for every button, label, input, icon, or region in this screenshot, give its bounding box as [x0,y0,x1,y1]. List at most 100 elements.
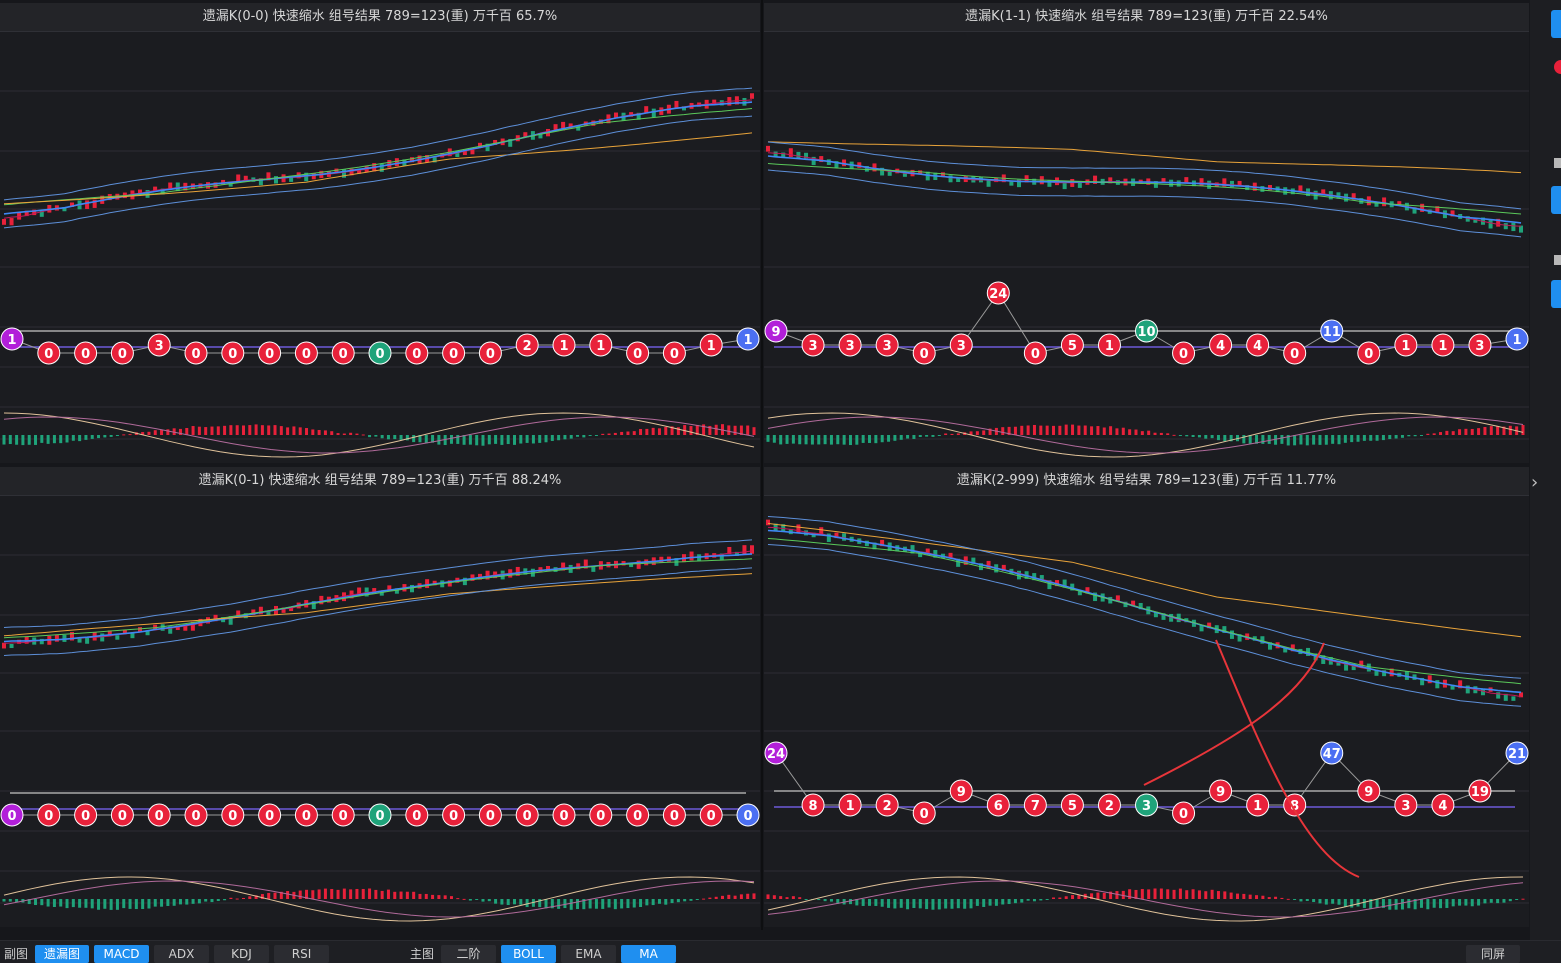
candle [1321,655,1326,664]
macd-bar [210,899,214,903]
candle [1024,175,1029,183]
candle [1062,579,1067,588]
side-tab[interactable] [1551,280,1561,308]
macd-bar [273,892,277,899]
macd-bar [887,899,891,908]
node-circle [764,741,788,765]
macd-bar [97,899,101,910]
chart-panel-1-1[interactable]: 遗漏K(1-1) 快速缩水 组号结果 789=123(重) 万千百 22.54%… [764,3,1529,463]
chart-panel-2-999[interactable]: 遗漏K(2-999) 快速缩水 组号结果 789=123(重) 万千百 11.7… [764,467,1529,927]
candle [455,150,460,158]
macd-bar [424,435,428,444]
same-screen-button[interactable]: 同屏 [1466,945,1520,963]
chart-canvas[interactable]: 1 0 0 0 3 0 0 0 0 0 0 0 0 0 2 1 1 0 0 1 1 [0,31,760,463]
macd-bar [1197,890,1201,899]
candle [1077,591,1082,596]
omission-node: 3 [1135,793,1158,817]
macd-bar [1261,895,1265,899]
macd-button[interactable]: MACD [94,945,149,963]
macd-bar [1166,889,1170,899]
panel-divider[interactable] [761,0,763,930]
ma-line [3,108,753,206]
alert-dot[interactable] [1554,60,1561,74]
second-order-button[interactable]: 二阶 [441,945,496,963]
ma-line [767,522,1522,638]
macd-bar [626,431,630,435]
candle [1138,602,1143,610]
macd-bar [71,899,75,908]
macd-bar [1058,425,1062,435]
macd-dea [3,416,755,454]
macd-bar [874,899,878,906]
macd-bar [519,435,523,444]
macd-bar [1394,435,1398,439]
omission-node: 9 [949,779,973,803]
macd-bar [241,425,245,435]
side-tab[interactable] [1551,10,1561,38]
macd-bar [437,435,441,445]
chart-canvas[interactable]: 0 0 0 0 0 0 0 0 0 0 0 0 0 0 0 0 0 0 0 0 0 [0,495,760,927]
candle [243,175,248,181]
candle [1260,186,1265,192]
ma-button[interactable]: MA [621,945,676,963]
rsi-button[interactable]: RSI [274,945,329,963]
macd-bar [21,435,25,446]
candle [183,624,188,631]
macd-bar [601,899,605,909]
node-label: 0 [633,347,642,362]
candle [1519,225,1523,233]
candle [311,173,316,180]
candle [910,545,915,554]
side-tab[interactable] [1551,186,1561,214]
boll-lower [3,567,753,656]
candle [213,614,218,622]
macd-bar [1172,434,1176,436]
boll-button[interactable]: BOLL [501,945,556,963]
node-label: 0 [339,809,348,824]
macd-bar [899,899,903,908]
macd-bar [1388,435,1392,440]
node-label: 9 [1364,785,1373,800]
macd-bar [645,899,649,906]
ema-button[interactable]: EMA [561,945,616,963]
macd-bar [823,899,827,902]
macd-bar [298,427,302,435]
macd-bar [1128,889,1132,899]
node-circle [838,793,862,817]
macd-bar [752,893,756,899]
candle [1344,661,1349,671]
macd-bar [613,432,617,435]
chevron-right-icon[interactable]: › [1531,472,1539,493]
macd-bar [582,435,586,438]
adx-button[interactable]: ADX [154,945,209,963]
macd-bar [481,899,485,902]
candle [342,169,346,178]
omission-node: 3 [1394,793,1418,817]
node-circle [1209,779,1233,803]
macd-bar [906,435,910,439]
macd-bar [1445,430,1449,435]
candle [857,162,862,168]
node-circle [294,341,318,365]
node-label: 5 [1068,339,1077,354]
chart-panel-0-0[interactable]: 遗漏K(0-0) 快速缩水 组号结果 789=123(重) 万千百 65.7% … [0,3,760,463]
macd-bar [1413,435,1417,437]
node-circle [478,803,502,827]
candle [258,606,263,615]
macd-bar [52,899,56,908]
macd-bar [229,425,233,435]
omission-node: 3 [949,333,973,357]
macd-bar [1020,425,1024,435]
macd-bar [746,893,750,899]
candle [236,610,241,618]
chart-panel-0-1[interactable]: 遗漏K(0-1) 快速缩水 组号结果 789=123(重) 万千百 88.24%… [0,467,760,927]
omission-chart-button[interactable]: 遗漏图 [35,945,89,963]
candle [1382,197,1387,207]
kdj-button[interactable]: KDJ [214,945,269,963]
node-label: 9 [1216,785,1225,800]
macd-bar [1052,425,1056,435]
macd-bar [229,897,233,899]
macd-bar [746,425,750,435]
